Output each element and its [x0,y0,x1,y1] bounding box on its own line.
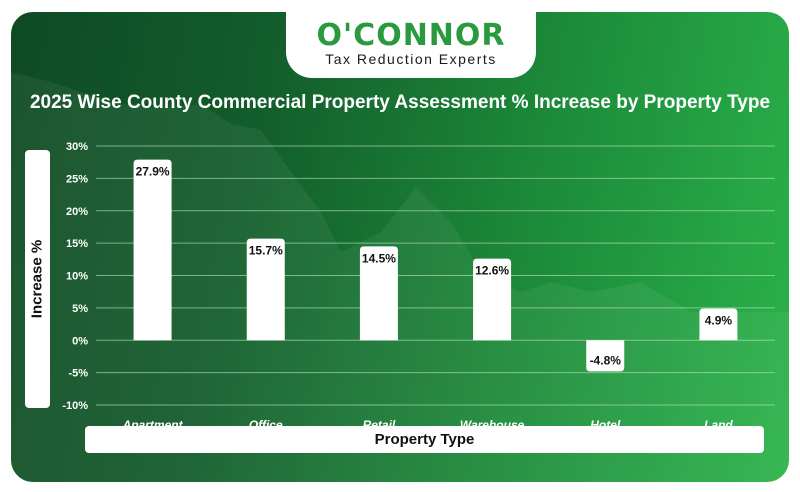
bar-retail [359,246,398,341]
y-tick-label: 15% [66,238,88,250]
brand-logo: O'CONNOR Tax Reduction Experts [286,12,536,78]
chart-title: 2025 Wise County Commercial Property Ass… [29,92,771,113]
x-axis-label: Property Type [85,426,764,453]
brand-name: O'CONNOR [316,18,506,53]
bar-apartment [133,159,172,341]
background-mountains [11,72,789,482]
data-label: 12.6% [475,264,509,278]
data-labels: 27.9% 15.7% 14.5% 12.6% -4.8% 4.9% [136,165,733,368]
y-tick-label: 5% [72,303,88,315]
y-tick-labels: 30% 25% 20% 15% 10% 5% 0% -5% -10% [62,141,88,412]
data-label: -4.8% [590,353,622,367]
bars [133,159,738,372]
y-tick-label: 0% [72,335,88,347]
bar-warehouse [473,258,512,341]
chart-card: O'CONNOR Tax Reduction Experts 2025 Wise… [11,12,789,482]
brand-tagline: Tax Reduction Experts [325,51,497,67]
y-tick-label: -5% [68,368,88,380]
y-tick-label: 20% [66,206,88,218]
y-tick-label: 10% [66,271,88,283]
y-tick-label: 30% [66,141,88,153]
bar-land [699,308,738,341]
data-label: 15.7% [249,244,283,258]
y-tick-label: -10% [62,400,88,412]
y-axis-label-box [25,150,50,408]
gridlines [96,145,775,406]
bar-hotel [586,340,625,372]
data-label: 4.9% [705,314,733,328]
y-tick-label: 25% [66,173,88,185]
data-label: 14.5% [362,251,396,265]
bar-office [246,238,285,341]
data-label: 27.9% [136,165,170,179]
